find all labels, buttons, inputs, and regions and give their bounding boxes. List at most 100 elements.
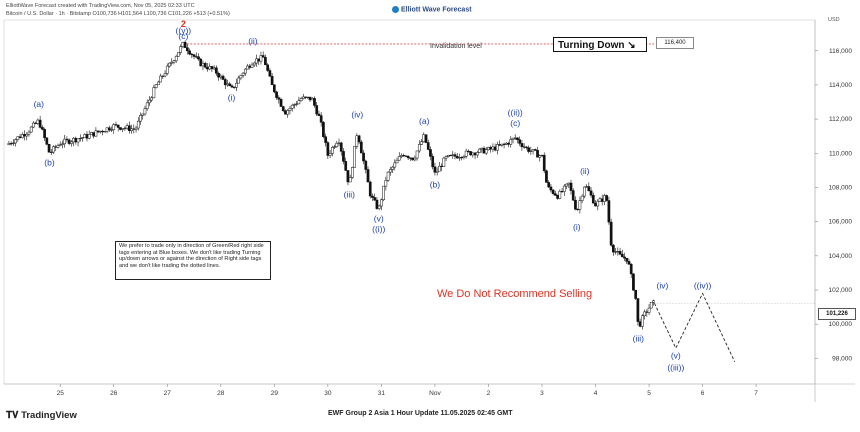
candle-body <box>32 122 35 128</box>
candle-body <box>328 153 332 156</box>
candle-body <box>603 195 606 202</box>
candle-body <box>462 156 466 158</box>
candle-body <box>522 146 526 148</box>
candle-body <box>49 151 53 153</box>
candle-body <box>197 56 200 60</box>
candle-body <box>529 150 533 152</box>
brand-name: Elliott Wave Forecast <box>401 6 472 14</box>
candle-body <box>649 302 653 309</box>
candle-body <box>558 191 562 199</box>
candle-body <box>446 155 450 157</box>
candle-body <box>110 129 113 131</box>
candle-body <box>612 244 615 253</box>
wave-label: ((iv)) <box>694 280 712 290</box>
candle-body <box>538 155 542 158</box>
candle-body <box>65 138 69 141</box>
candle-body <box>36 119 40 124</box>
candle-body <box>556 195 559 199</box>
candle-body <box>63 138 67 145</box>
candle-body <box>20 134 24 139</box>
candle-body <box>645 311 649 313</box>
candle-body <box>585 186 588 188</box>
candle-body <box>578 200 582 210</box>
candle-body <box>172 60 176 63</box>
candle-body <box>96 130 100 133</box>
candle-body <box>504 142 508 145</box>
candle-body <box>308 96 312 101</box>
candle-body <box>422 134 426 143</box>
candle-body <box>250 64 254 68</box>
candle-body <box>518 139 522 144</box>
candle-body <box>214 67 218 74</box>
candle-body <box>460 157 464 159</box>
candle-body <box>92 132 96 137</box>
candle-body <box>241 72 245 76</box>
y-tick-label: 108,000 <box>829 184 853 191</box>
candle-body <box>330 147 334 154</box>
candle-body <box>201 63 205 67</box>
candle-body <box>210 66 214 70</box>
candle-body <box>185 47 189 52</box>
y-tick-label: 98,000 <box>832 355 852 362</box>
candle-body <box>464 150 468 157</box>
candle-body <box>453 154 457 157</box>
footer-title: EWF Group 2 Asia 1 Hour Update 11.05.202… <box>328 410 513 417</box>
candle-body <box>179 46 183 53</box>
candle-body <box>551 189 555 194</box>
wave-label: (i) <box>228 92 236 102</box>
candle-body <box>542 154 546 172</box>
candle-body <box>598 198 602 202</box>
candle-body <box>433 166 437 173</box>
wave-label: (v) <box>374 214 384 224</box>
candle-body <box>223 79 227 86</box>
candle-body <box>527 147 530 152</box>
candle-body <box>112 124 116 130</box>
candle-body <box>571 190 575 201</box>
candle-body <box>415 150 419 159</box>
candle-body <box>375 199 379 209</box>
candle-body <box>402 155 406 157</box>
candle-body <box>496 144 499 151</box>
candle-body <box>299 98 303 101</box>
candle-body <box>455 156 459 159</box>
candle-body <box>159 75 162 83</box>
candle-body <box>277 97 281 100</box>
candle-body <box>9 143 13 145</box>
candle-body <box>438 165 441 172</box>
wave-label: (iv) <box>657 280 669 290</box>
candle-body <box>484 149 488 154</box>
candle-body <box>206 66 209 70</box>
candle-body <box>168 62 171 67</box>
x-tick-label: 29 <box>271 390 279 397</box>
candle-body <box>121 128 125 130</box>
turning-down-label: Turning Down <box>558 40 625 51</box>
y-tick-label: 112,000 <box>829 116 852 123</box>
candle-body <box>76 138 80 143</box>
candle-body <box>324 136 327 143</box>
candle-body <box>580 195 584 201</box>
candle-body <box>56 145 60 148</box>
turning-down-box: Turning Down ↘ <box>553 37 647 52</box>
candle-body <box>344 161 348 171</box>
candle-body <box>130 128 133 131</box>
candle-body <box>636 298 640 322</box>
candle-body <box>426 142 430 150</box>
candle-body <box>417 144 421 152</box>
x-tick-label: Nov <box>429 390 441 397</box>
candle-body <box>94 130 98 137</box>
wave-label: (b) <box>430 179 441 189</box>
y-tick-label: 114,000 <box>829 82 852 89</box>
candle-body <box>440 165 443 168</box>
candle-body <box>587 186 591 192</box>
candle-body <box>23 134 26 137</box>
candle-body <box>217 73 220 78</box>
brand-logo: Elliott Wave Forecast <box>392 6 472 13</box>
candle-body <box>359 141 363 154</box>
candle-body <box>194 56 198 58</box>
warning-text: We Do Not Recommend Selling <box>437 288 593 300</box>
candle-body <box>569 182 573 191</box>
candle-body <box>47 144 51 153</box>
wave-label: (ii) <box>580 166 590 176</box>
candle-body <box>627 261 631 265</box>
